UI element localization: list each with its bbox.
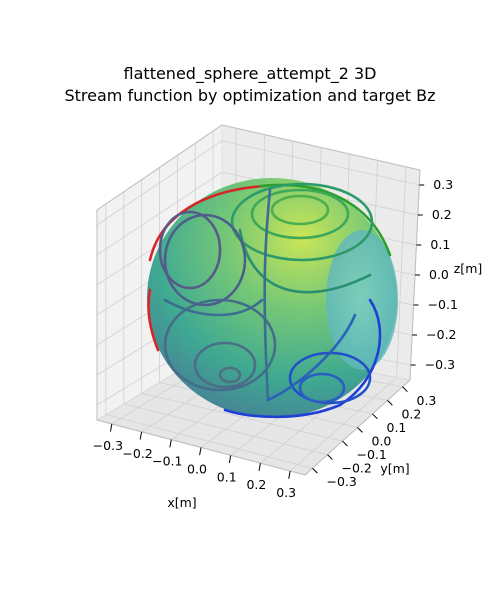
- y-axis-tick-label: 0.0: [372, 434, 392, 449]
- x-axis-tick: [228, 455, 232, 464]
- contour-grey-2: [193, 341, 257, 389]
- y-axis-tick: [387, 400, 393, 406]
- x-axis-tick-label: −0.1: [152, 454, 182, 469]
- y-axis-tick-label: 0.3: [417, 393, 437, 408]
- contour-grey-3: [163, 298, 277, 392]
- y-axis-tick-label: −0.1: [357, 447, 387, 462]
- z-gridline: [221, 140, 420, 186]
- x-axis-tick-label: 0.1: [217, 469, 237, 484]
- contour-green-1: [270, 194, 330, 226]
- y-axis-tick-label: −0.3: [327, 474, 357, 489]
- y-axis-tick: [312, 467, 318, 474]
- chart-title: flattened_sphere_attempt_2 3D: [123, 64, 377, 83]
- z-axis-tick-label: −0.3: [425, 357, 455, 372]
- y-axis-tick-label: 0.2: [402, 406, 422, 421]
- x-axis-tick-label: −0.2: [122, 446, 152, 461]
- contour-blue-3: [266, 313, 357, 402]
- x-axis-tick-label: 0.2: [246, 477, 266, 492]
- contour-blue-outer: [223, 298, 382, 419]
- x-axis-tick-label: −0.3: [93, 438, 123, 453]
- y-axis-tick: [357, 427, 363, 433]
- y-axis-tick: [327, 454, 333, 460]
- y-axis-tick-label: −0.2: [342, 461, 372, 476]
- y-axis-tick: [342, 440, 348, 447]
- contour-grey-6: [163, 298, 264, 317]
- z-gridline: [96, 171, 223, 256]
- x-axis-tick: [258, 463, 261, 472]
- y-axis-tick: [402, 386, 408, 393]
- contour-grey-4: [163, 213, 247, 307]
- x-axis-tick-label: 0.3: [276, 485, 296, 500]
- x-axis-tick: [288, 470, 291, 479]
- contour-blue-2: [298, 372, 346, 404]
- z-axis-tick-label: 0.3: [433, 177, 453, 192]
- contour-grey-7: [263, 188, 272, 402]
- x-axis-tick: [109, 423, 113, 432]
- contour-green-2: [250, 188, 350, 240]
- x-axis-tick-label: 0.0: [187, 462, 207, 477]
- z-axis-tick-label: 0.1: [430, 237, 450, 252]
- contour-grey-1: [218, 366, 242, 384]
- y-gridline: [141, 392, 343, 442]
- contour-green-3: [230, 182, 374, 262]
- z-gridline: [96, 140, 223, 226]
- pane-edges: [96, 124, 421, 476]
- z-axis-tick-label: 0.2: [432, 207, 452, 222]
- sphere-surface: [147, 178, 397, 418]
- contour-green-4: [238, 228, 372, 294]
- y-axis-label: y[m]: [380, 461, 409, 476]
- y-axis-tick: [372, 413, 378, 420]
- x-axis-tick: [139, 431, 143, 440]
- x-axis-label: x[m]: [167, 495, 196, 510]
- y-gridline: [105, 414, 313, 469]
- x-axis-tick: [199, 447, 202, 456]
- y-axis-tick-label: 0.1: [387, 420, 407, 435]
- contour-red-rim: [147, 184, 267, 352]
- z-axis-tick-label: −0.1: [428, 297, 458, 312]
- chart-subtitle: Stream function by optimization and targ…: [64, 86, 436, 105]
- z-axis-tick-label: −0.2: [426, 327, 456, 342]
- contour-lines: [147, 182, 392, 419]
- y-gridline: [123, 403, 328, 456]
- x-axis-tick: [169, 439, 172, 448]
- axis-ticks: −0.3−0.2−0.10.00.10.20.3−0.3−0.2−0.10.00…: [93, 177, 458, 500]
- chart-title-block: flattened_sphere_attempt_2 3D Stream fun…: [0, 63, 500, 107]
- z-axis-label: z[m]: [454, 261, 483, 276]
- contour-grey-5: [158, 210, 222, 290]
- z-axis-tick-label: 0.0: [429, 267, 449, 282]
